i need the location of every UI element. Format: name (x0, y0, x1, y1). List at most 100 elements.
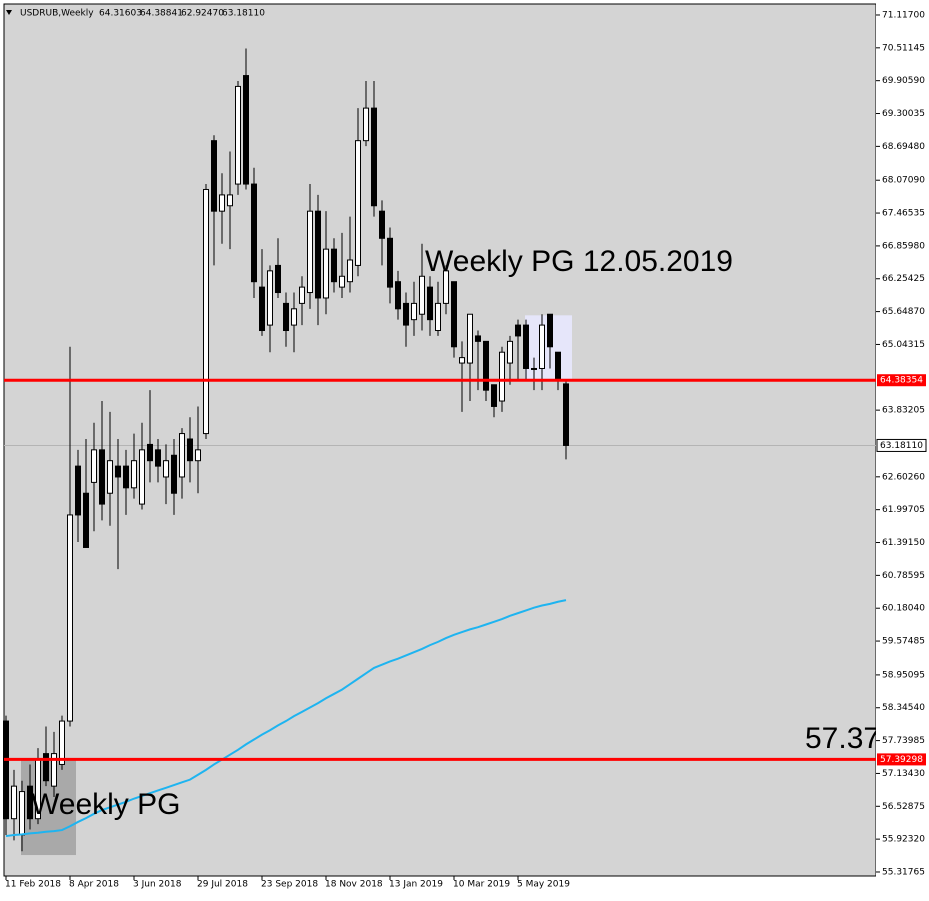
candle-body (99, 449, 105, 505)
candle-body (443, 270, 449, 304)
candle-body (355, 140, 361, 266)
candle-body (299, 286, 305, 304)
candle-body (499, 351, 505, 402)
candle-body (347, 259, 353, 283)
y-tick-label: 61.39150 (882, 538, 925, 548)
candle-body (507, 340, 513, 364)
candle-body (331, 248, 337, 283)
price-box-label: 63.18110 (880, 441, 923, 451)
y-tick-label: 67.46535 (882, 209, 925, 219)
candle-body (531, 367, 537, 370)
y-tick-label: 70.51145 (882, 43, 925, 53)
y-tick-label: 61.99705 (882, 505, 925, 515)
y-tick-label: 68.69480 (882, 142, 925, 152)
price-box-label: 57.39298 (880, 755, 923, 765)
y-tick-label: 66.85980 (882, 241, 925, 251)
candle-body (219, 194, 225, 212)
candle-body (27, 785, 33, 820)
annotation: Weekly PG (31, 788, 181, 821)
candle-body (403, 302, 409, 326)
candle-body (3, 720, 9, 820)
ohlc-low: 62.92470 (181, 9, 224, 19)
candle-body (211, 140, 217, 212)
candle-body (563, 383, 569, 446)
candle-body (483, 340, 489, 391)
price-box (877, 374, 926, 387)
candle-body (251, 183, 257, 283)
candle-body (427, 286, 433, 321)
x-tick-label: 10 Mar 2019 (453, 880, 510, 890)
candle-body (539, 324, 545, 369)
candle-body (467, 313, 473, 364)
candle-body (123, 465, 129, 489)
candle-body (187, 438, 193, 462)
ohlc-open: 64.31603 (99, 9, 142, 19)
annotation: 57.37 (805, 722, 880, 755)
candle-body (11, 785, 17, 820)
y-tick-label: 65.64870 (882, 307, 925, 317)
candle-body (259, 286, 265, 332)
y-tick-label: 59.57485 (882, 637, 925, 647)
candle-body (195, 449, 201, 462)
menu-arrow (6, 10, 12, 15)
candle-body (307, 210, 313, 294)
candle-body (459, 357, 465, 364)
candle-body (243, 75, 249, 185)
candle-body (379, 210, 385, 239)
x-tick-label: 11 Feb 2018 (5, 880, 61, 890)
candle-body (523, 324, 529, 369)
y-tick-label: 58.95095 (882, 670, 925, 680)
x-tick-label: 13 Jan 2019 (389, 880, 443, 890)
candle-body (51, 753, 57, 787)
candle-body (267, 270, 273, 326)
x-tick-label: 3 Jun 2018 (133, 880, 182, 890)
candle-body (339, 275, 345, 288)
y-tick-label: 58.34540 (882, 703, 925, 713)
y-tick-label: 56.52875 (882, 802, 925, 812)
candle-body (131, 460, 137, 489)
y-tick-label: 62.60260 (882, 472, 925, 482)
y-tick-label: 68.07090 (882, 176, 925, 186)
candle-body (419, 275, 425, 315)
y-tick-label: 69.30035 (882, 109, 925, 119)
y-tick-label: 65.04315 (882, 340, 925, 350)
candle-body (163, 460, 169, 478)
candle-body (67, 514, 73, 722)
annotation: Weekly PG 12.05.2019 (425, 245, 733, 278)
candle-body (115, 465, 121, 478)
y-tick-label: 60.18040 (882, 604, 925, 614)
price-box-label: 64.38354 (880, 376, 923, 386)
candle-body (75, 465, 81, 516)
candle-body (411, 302, 417, 321)
candle-body (155, 449, 161, 467)
candle-body (43, 753, 49, 782)
y-tick-label: 55.92320 (882, 835, 925, 845)
candle-body (291, 308, 297, 326)
moving-average (5, 599, 567, 838)
plot-area (3, 3, 877, 877)
x-tick-label: 5 May 2019 (517, 880, 570, 890)
y-tick-label: 57.73985 (882, 736, 925, 746)
candle-body (235, 85, 241, 185)
candle-body (283, 302, 289, 332)
candle-body (315, 210, 321, 299)
candle-body (179, 433, 185, 478)
candle-body (147, 443, 153, 462)
candle-body (371, 107, 377, 207)
candle-body (491, 384, 497, 407)
candle-body (451, 281, 457, 348)
candle-body (19, 791, 25, 836)
ohlc-high: 64.38841 (140, 9, 183, 19)
y-tick-label: 63.83205 (882, 406, 925, 416)
price-box (876, 438, 927, 452)
candle-body (139, 449, 145, 505)
x-tick-label: 8 Apr 2018 (69, 880, 119, 890)
y-tick-label: 69.90590 (882, 76, 925, 86)
plot-layer (3, 48, 876, 856)
y-tick-label: 66.25425 (882, 274, 925, 284)
candle-body (83, 492, 89, 548)
ohlc-close: 63.18110 (222, 9, 265, 19)
candle-body (203, 188, 209, 435)
candle-body (547, 313, 553, 348)
candle-body (475, 335, 481, 342)
